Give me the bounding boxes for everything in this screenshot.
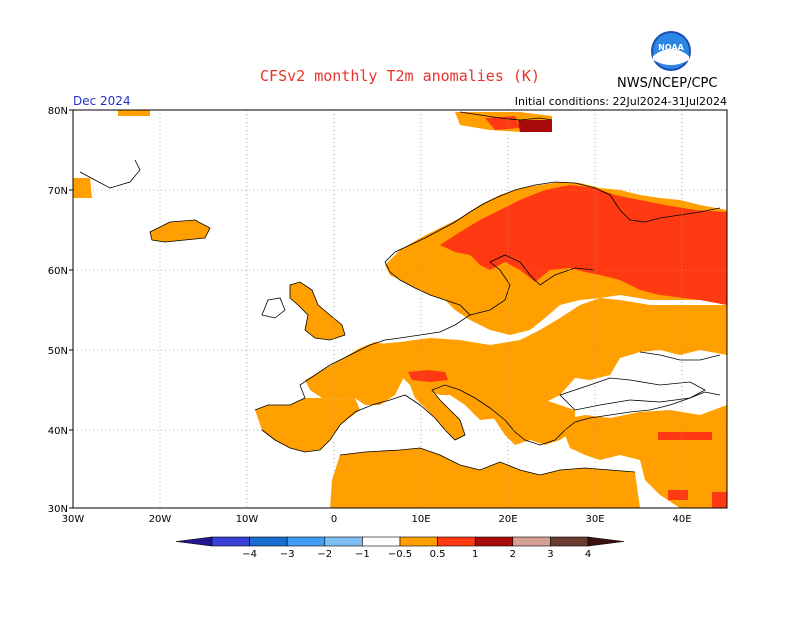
graticule: [73, 110, 727, 508]
anomaly-iceland: [150, 220, 210, 242]
colorbar-tick-label: 3: [547, 549, 553, 560]
lon-label: 10E: [411, 514, 430, 525]
lon-label: 10W: [236, 514, 259, 525]
anomaly-alps-red: [408, 370, 448, 382]
colorbar-tick-label: −1: [355, 549, 370, 560]
lat-label: 30N: [48, 504, 68, 515]
initial-conditions-label: Initial conditions: 22Jul2024-31Jul2024: [514, 95, 727, 108]
colorbar-tick-label: 2: [510, 549, 516, 560]
lon-label: 30E: [585, 514, 604, 525]
lon-label: 20W: [149, 514, 172, 525]
anomaly-mideast-red: [668, 490, 727, 508]
colorbar-swatch: [512, 536, 551, 547]
anomaly-iberia: [255, 398, 360, 452]
colorbar-swatch: [437, 536, 476, 547]
agency-label: NWS/NCEP/CPC: [617, 76, 718, 91]
colorbar-swatch: [362, 536, 401, 547]
colorbar-tick-label: −4: [242, 549, 257, 560]
colorbar: −4 −3 −2 −1 −0.5 0.5 1 2 3 4: [175, 536, 625, 560]
colorbar-swatch: [550, 536, 589, 547]
colorbar-min-arrow: [175, 536, 213, 547]
lon-label: 30W: [62, 514, 85, 525]
colorbar-swatch: [399, 536, 438, 547]
anomaly-barents-darkred: [518, 120, 552, 132]
lat-label: 80N: [48, 106, 68, 117]
svg-text:NOAA: NOAA: [658, 43, 684, 52]
anomaly-british-isles: [290, 282, 345, 340]
anomaly-turkey-red: [658, 432, 712, 440]
latitude-labels: 30N 40N 50N 60N 70N 80N: [48, 106, 68, 515]
anomaly-north-africa: [330, 448, 640, 508]
anomaly-shading: [73, 110, 727, 508]
colorbar-tick-label: −2: [317, 549, 332, 560]
colorbar-swatch: [324, 536, 363, 547]
colorbar-swatch: [286, 536, 326, 547]
lon-label: 0: [331, 514, 337, 525]
colorbar-max-arrow: [587, 536, 625, 547]
colorbar-tick-label: 4: [585, 549, 591, 560]
lon-label: 20E: [498, 514, 517, 525]
lat-label: 50N: [48, 346, 68, 357]
colorbar-tick-label: 1: [472, 549, 478, 560]
colorbar-swatch: [249, 536, 288, 547]
lat-label: 60N: [48, 266, 68, 277]
anomaly-italy-balkans: [410, 385, 465, 440]
anomaly-turkey: [560, 405, 727, 508]
colorbar-swatch: [211, 536, 250, 547]
anomaly-fennoscandia-red: [440, 185, 727, 305]
colorbar-tick-label: −3: [280, 549, 295, 560]
lon-label: 40E: [672, 514, 691, 525]
map-title: CFSv2 monthly T2m anomalies (K): [260, 67, 540, 85]
longitude-labels: 30W 20W 10W 0 10E 20E 30E 40E: [62, 514, 692, 525]
lat-ticks: [69, 109, 73, 509]
noaa-logo-icon: NOAA: [651, 31, 691, 71]
colorbar-tick-label: 0.5: [430, 549, 446, 560]
map-frame: [72, 109, 728, 509]
anomaly-greenland: [73, 178, 92, 198]
colorbar-swatch: [474, 536, 514, 547]
anomaly-balkans: [475, 392, 575, 445]
coastlines: [79, 111, 721, 476]
colorbar-tick-label: −0.5: [388, 549, 412, 560]
valid-month-label: Dec 2024: [73, 94, 131, 108]
lat-label: 70N: [48, 186, 68, 197]
anomaly-jan-mayen: [118, 110, 150, 116]
lat-label: 40N: [48, 426, 68, 437]
anomaly-france: [305, 342, 405, 405]
